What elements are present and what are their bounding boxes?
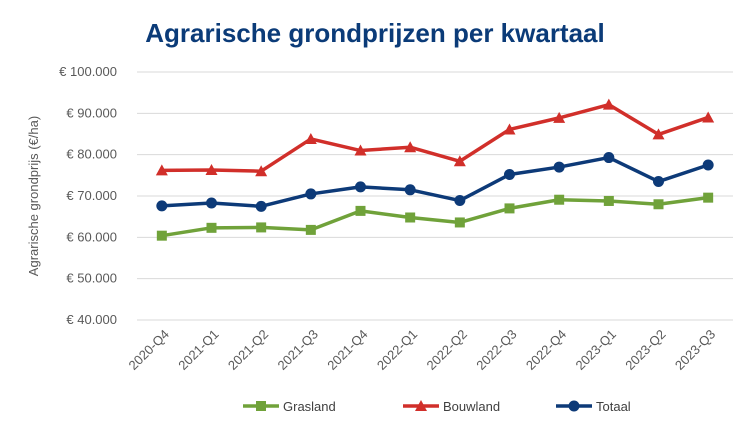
legend-marker: [415, 400, 427, 411]
data-point-totaal: [206, 197, 217, 209]
x-tick-label: 2022-Q1: [374, 327, 420, 373]
data-point-grasland: [206, 222, 217, 233]
series-line-totaal: [161, 155, 709, 209]
data-point-grasland: [504, 203, 515, 214]
data-point-totaal: [653, 176, 664, 188]
data-point-bouwland: [702, 111, 715, 123]
y-tick-label: € 80.000: [66, 147, 117, 162]
y-axis-ticks: € 40.000 € 50.000 € 60.000 € 70.000 € 80.000…: [59, 64, 117, 327]
x-tick-label: 2023-Q3: [672, 327, 718, 373]
data-point-bouwland: [155, 164, 168, 176]
data-point-grasland: [653, 199, 664, 210]
legend-marker: [256, 401, 266, 411]
data-point-totaal: [702, 159, 714, 171]
data-point-grasland: [454, 217, 465, 228]
y-tick-label: € 70.000: [66, 188, 117, 203]
y-axis-label: Agrarische grondprijs (€/ha): [26, 116, 41, 276]
x-tick-label: 2022-Q2: [424, 327, 470, 373]
y-tick-label: € 90.000: [66, 105, 117, 120]
data-point-grasland: [256, 222, 267, 233]
data-point-grasland: [355, 205, 366, 216]
data-point-bouwland: [553, 111, 566, 123]
legend-item-totaal: Totaal: [556, 399, 631, 414]
x-tick-label: 2021-Q1: [175, 327, 221, 373]
data-point-grasland: [405, 212, 416, 223]
legend-label: Totaal: [596, 399, 631, 414]
x-tick-label: 2022-Q4: [523, 327, 569, 373]
series-bouwland: [155, 98, 715, 177]
data-point-totaal: [504, 169, 515, 181]
data-point-bouwland: [205, 163, 218, 175]
data-point-bouwland: [652, 128, 665, 140]
y-tick-label: € 40.000: [66, 312, 117, 327]
legend-marker: [568, 400, 580, 412]
legend-item-bouwland: Bouwland: [403, 399, 500, 414]
data-point-grasland: [156, 230, 167, 241]
x-tick-label: 2023-Q2: [622, 327, 668, 373]
data-point-bouwland: [354, 144, 367, 156]
data-point-bouwland: [602, 98, 615, 110]
y-tick-label: € 50.000: [66, 271, 117, 286]
data-point-totaal: [355, 181, 366, 193]
series-line-bouwland: [161, 102, 709, 173]
data-point-bouwland: [255, 165, 268, 177]
x-axis-ticks: 2020-Q4 2021-Q1 2021-Q2 2021-Q3 2021-Q4 2022-…: [126, 327, 719, 373]
x-tick-label: 2021-Q2: [225, 327, 271, 373]
x-tick-label: 2021-Q3: [275, 327, 321, 373]
legend-label: Bouwland: [443, 399, 500, 414]
data-point-totaal: [305, 188, 317, 200]
x-tick-label: 2023-Q1: [573, 327, 619, 373]
legend-label: Grasland: [283, 399, 336, 414]
data-point-totaal: [404, 184, 416, 196]
data-point-grasland: [603, 195, 614, 206]
data-point-bouwland: [304, 132, 317, 144]
data-point-grasland: [703, 192, 714, 203]
series-totaal: [156, 152, 714, 212]
y-tick-label: € 100.000: [59, 64, 117, 79]
data-point-totaal: [156, 200, 168, 212]
data-point-grasland: [305, 224, 316, 235]
data-point-bouwland: [453, 155, 466, 167]
chart-title: Agrarische grondprijzen per kwartaal: [145, 18, 604, 48]
series-grasland: [156, 192, 714, 241]
legend-item-grasland: Grasland: [243, 399, 336, 414]
x-tick-label: 2022-Q3: [473, 327, 519, 373]
data-point-totaal: [553, 161, 565, 173]
y-tick-label: € 60.000: [66, 229, 117, 244]
series-line-grasland: [161, 195, 709, 238]
data-point-totaal: [255, 200, 267, 212]
data-point-grasland: [554, 194, 565, 205]
legend: Grasland Bouwland Totaal: [243, 399, 631, 414]
x-tick-label: 2020-Q4: [126, 327, 172, 373]
data-point-bouwland: [503, 123, 516, 135]
series-lines: [155, 98, 715, 241]
data-point-totaal: [454, 195, 466, 207]
data-point-bouwland: [404, 141, 417, 153]
data-point-totaal: [603, 152, 615, 164]
x-tick-label: 2021-Q4: [324, 327, 370, 373]
